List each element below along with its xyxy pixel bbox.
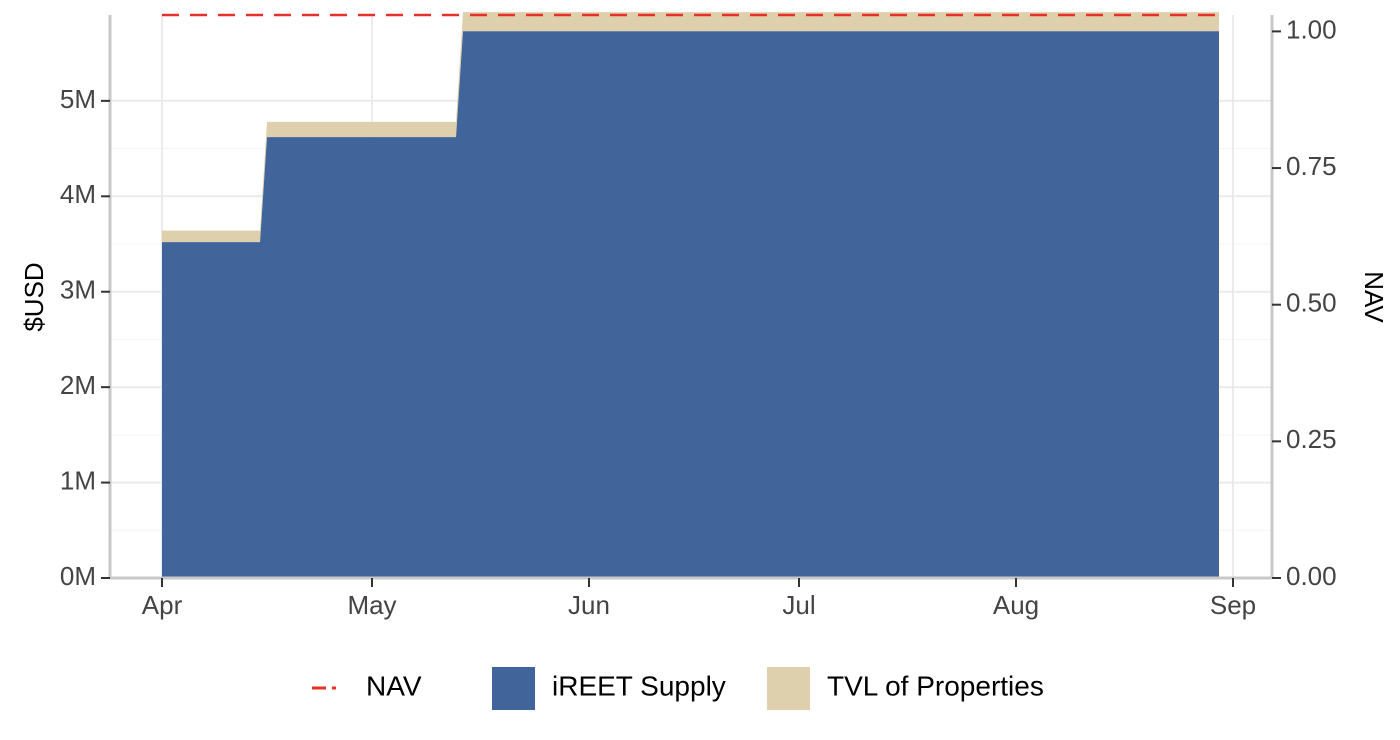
plot-area xyxy=(162,12,1219,578)
y-tick-label: 5M xyxy=(60,84,96,114)
y2-tick-label: 1.00 xyxy=(1286,14,1337,44)
legend-item: TVL of Properties xyxy=(767,667,1044,710)
tick-labels: 0M 1M 2M 3M 4M 5M 0.00 0.25 0.50 0.75 1.00 Apr May Ju… xyxy=(60,14,1337,620)
tvl-of-properties-area xyxy=(162,12,1219,243)
y-tick-label: 1M xyxy=(60,465,96,495)
y2-tick-label: 0.25 xyxy=(1286,424,1337,454)
legend-item: NAV xyxy=(312,670,422,701)
y-tick-label: 4M xyxy=(60,179,96,209)
legend-label: TVL of Properties xyxy=(827,670,1044,701)
legend-label: NAV xyxy=(366,670,422,701)
x-tick-label: Jul xyxy=(782,590,815,620)
ireet-supply-area xyxy=(162,31,1219,578)
x-tick-label: May xyxy=(347,590,396,620)
legend-item: iREET Supply xyxy=(492,667,726,710)
y2-tick-label: 0.75 xyxy=(1286,151,1337,181)
x-tick-label: Aug xyxy=(993,590,1039,620)
y-tick-label: 0M xyxy=(60,561,96,591)
legend: NAV iREET Supply TVL of Properties xyxy=(312,667,1044,710)
legend-label: iREET Supply xyxy=(552,670,726,701)
x-tick-label: Jun xyxy=(568,590,610,620)
legend-swatch xyxy=(767,667,810,710)
y2-axis-title: NAV xyxy=(1359,271,1389,323)
x-tick-label: Sep xyxy=(1210,590,1256,620)
y2-tick-label: 0.00 xyxy=(1286,561,1337,591)
y-tick-label: 3M xyxy=(60,275,96,305)
axes xyxy=(101,15,1281,587)
y-axis-title: $USD xyxy=(19,262,49,331)
x-tick-label: Apr xyxy=(142,590,183,620)
legend-swatch xyxy=(492,667,535,710)
y-tick-label: 2M xyxy=(60,370,96,400)
y2-tick-label: 0.50 xyxy=(1286,288,1337,318)
